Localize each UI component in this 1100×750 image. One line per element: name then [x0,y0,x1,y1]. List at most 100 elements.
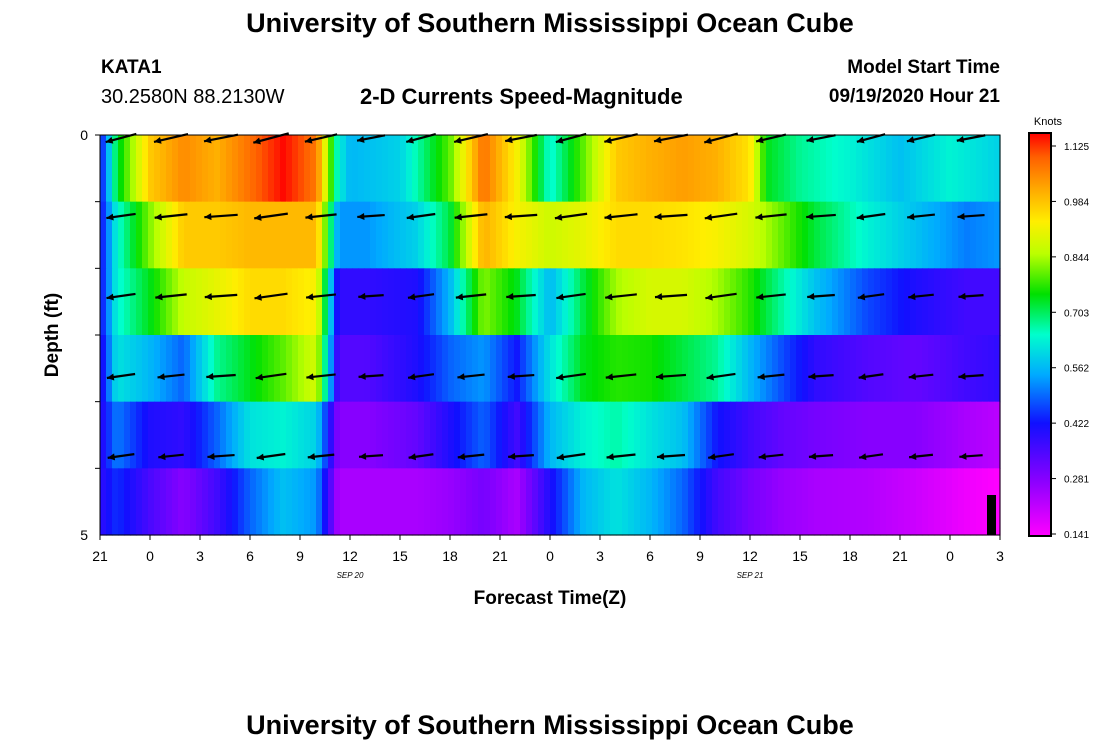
heatmap-cell [442,135,449,203]
heatmap-cell [328,268,335,336]
current-vector [154,213,188,221]
heatmap-cell [868,135,875,203]
heatmap-cell [766,468,773,536]
heatmap-cell [460,401,467,469]
colorbar-gradient [1028,132,1052,537]
heatmap-cell [562,201,569,269]
heatmap-cell [520,468,527,536]
heatmap-cell [310,401,317,469]
heatmap-cell [706,468,713,536]
heatmap-cell [376,201,383,269]
heatmap-cell [754,401,761,469]
heatmap-cell [346,135,353,203]
heatmap-cell [670,401,677,469]
heatmap-cell [472,335,479,403]
current-vector [204,293,238,301]
current-vector [653,133,689,144]
current-vector [106,372,136,381]
heatmap-cell [112,468,119,536]
heatmap-cell [898,135,905,203]
heatmap-cell [340,201,347,269]
heatmap-cell [346,268,353,336]
current-vector [206,373,236,381]
heatmap-cell [934,335,941,403]
heatmap-cell [166,268,173,336]
heatmap-cell [178,268,185,336]
current-vector [857,293,885,301]
heatmap-cell [388,135,395,203]
current-vector [106,292,136,301]
heatmap-cell [586,401,593,469]
heatmap-cell [850,135,857,203]
heatmap-cell [982,335,989,403]
heatmap-cell [922,135,929,203]
heatmap-cell [190,268,197,336]
heatmap-cell [532,135,539,203]
heatmap-cell [592,268,599,336]
heatmap-cell [286,201,293,269]
heatmap-cell [502,335,509,403]
heatmap-cell [130,335,137,403]
heatmap-cell [682,401,689,469]
heatmap-cell [898,401,905,469]
end-marker [987,495,996,535]
current-vector [808,372,834,380]
heatmap-cell [406,335,413,403]
heatmap-cell [274,401,281,469]
heatmap-cell [370,268,377,336]
heatmap-cell [562,468,569,536]
heatmap-cell [736,335,743,403]
current-vector [908,453,934,461]
heatmap-cell [112,401,119,469]
heatmap-cell [760,201,767,269]
heatmap-cell [898,335,905,403]
heatmap-cell [118,401,125,469]
heatmap-cell [718,268,725,336]
heatmap-cell [286,268,293,336]
heatmap-cell [514,268,521,336]
heatmap-cell [802,401,809,469]
heatmap-cell [334,335,341,403]
heatmap-cell [958,201,965,269]
current-vector [507,372,535,380]
heatmap-cell [418,468,425,536]
heatmap-cell [436,335,443,403]
heatmap-cell [388,401,395,469]
heatmap-cell [304,401,311,469]
heatmap-cell [334,401,341,469]
current-vector [406,212,436,221]
heatmap-cell [586,268,593,336]
heatmap-cell [424,268,431,336]
speed-heatmap [100,135,1001,536]
heatmap-cell [460,268,467,336]
current-vector [756,293,786,301]
heatmap-cell [184,401,191,469]
heatmap-cell [886,268,893,336]
heatmap-cell [334,201,341,269]
heatmap-cell [148,335,155,403]
page-title: University of Southern Mississippi Ocean… [246,8,854,38]
heatmap-cell [172,468,179,536]
heatmap-cell [142,468,149,536]
current-vector [605,293,637,301]
heatmap-cell [376,335,383,403]
heatmap-cell [418,335,425,403]
heatmap-cell [844,201,851,269]
heatmap-cell [964,468,971,536]
heatmap-cell [874,201,881,269]
heatmap-cell [490,201,497,269]
heatmap-cell [424,401,431,469]
heatmap-cell [820,201,827,269]
heatmap-cell [772,201,779,269]
heatmap-cell [190,201,197,269]
heatmap-cell [286,468,293,536]
current-vector [556,372,586,381]
heatmap-cell [574,201,581,269]
heatmap-cell [910,401,917,469]
colorbar-tick-label: 0.422 [1064,419,1089,430]
heatmap-cell [142,268,149,336]
heatmap-cell [250,401,257,469]
heatmap-cell [856,135,863,203]
current-vector [655,373,687,381]
heatmap-cell [424,135,431,203]
